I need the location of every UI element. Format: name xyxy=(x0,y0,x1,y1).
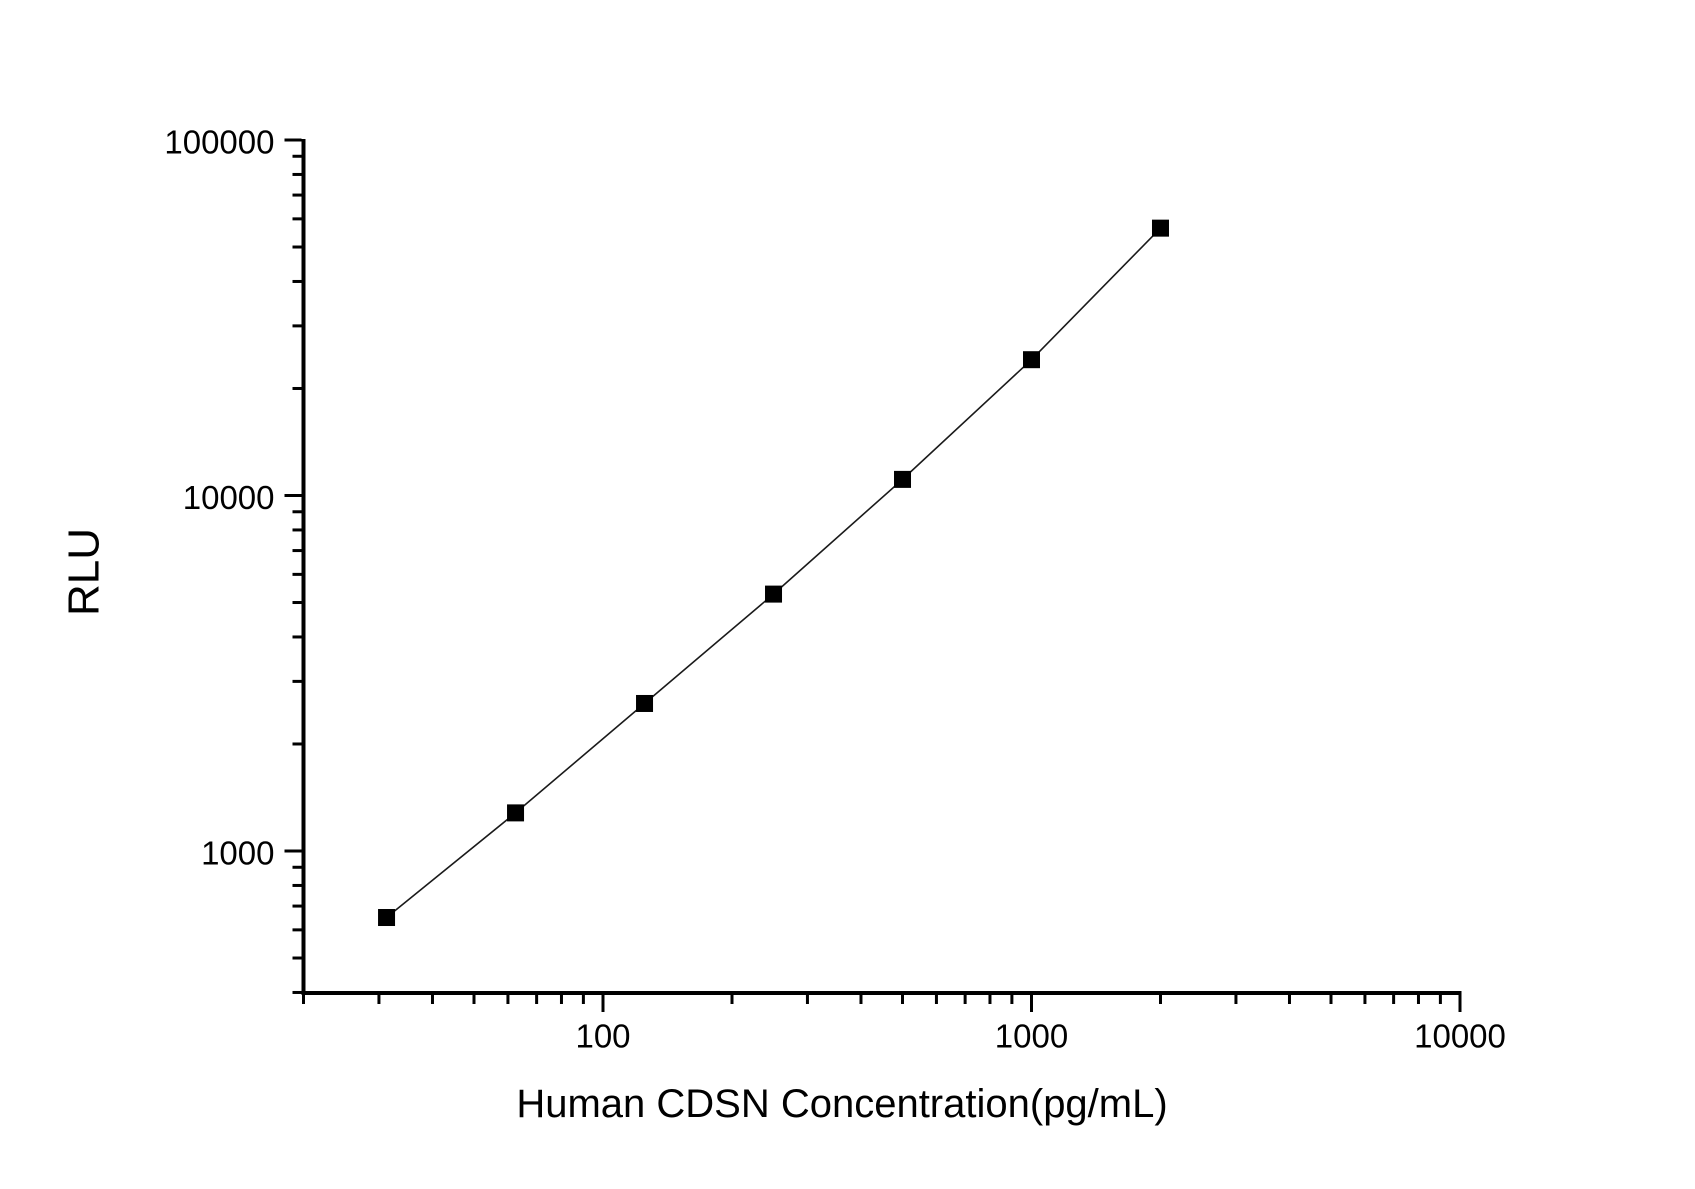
data-series xyxy=(378,219,1169,927)
x-tick-label: 1000 xyxy=(995,1018,1068,1055)
data-point-marker xyxy=(636,694,654,712)
data-point-marker xyxy=(507,804,525,822)
data-point-marker xyxy=(894,470,912,488)
y-tick-label: 1000 xyxy=(201,835,274,872)
x-tick-label: 100 xyxy=(575,1018,630,1055)
x-axis-title: Human CDSN Concentration(pg/mL) xyxy=(516,1082,1167,1126)
y-tick-label: 100000 xyxy=(164,124,274,161)
axes xyxy=(301,139,1462,995)
y-axis-title: RLU xyxy=(60,528,109,616)
axis-ticks xyxy=(284,138,1462,1012)
axis-tick-labels: 100 1000 10000 1000 10000 100000 xyxy=(164,124,1506,1055)
data-series-line xyxy=(386,227,1162,919)
data-point-marker xyxy=(378,909,396,927)
y-tick-label: 10000 xyxy=(183,479,275,516)
data-point-marker xyxy=(1151,219,1169,237)
data-point-marker xyxy=(765,585,783,603)
x-tick-label: 10000 xyxy=(1414,1018,1506,1055)
data-point-marker xyxy=(1023,351,1040,369)
